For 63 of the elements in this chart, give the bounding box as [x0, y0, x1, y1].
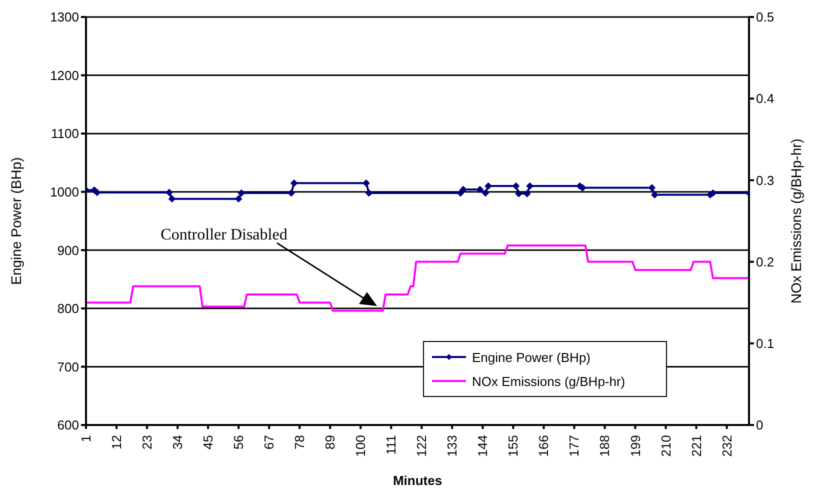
point [524, 190, 531, 198]
x-tick-label: 89 [322, 435, 338, 450]
point [238, 190, 245, 197]
point [362, 180, 370, 187]
x-tick-label: 67 [262, 435, 277, 450]
y2-tick-label: 0 [756, 418, 764, 433]
annotation: Controller Disabled [160, 226, 288, 244]
x-tick-label: 1 [78, 435, 94, 442]
x-tick-label: 12 [109, 435, 124, 450]
x-tick-label: 23 [140, 435, 155, 450]
y-tick-label: 1200 [50, 68, 79, 83]
legend-label: Engine Power (BHp) [472, 350, 590, 364]
y2-tick-label: 0.4 [756, 91, 774, 106]
x-tick-label: 188 [597, 435, 612, 457]
legend-label: NOx Emissions (g/BHp-hr) [472, 374, 626, 388]
point [482, 190, 489, 197]
x-tick-label: 199 [628, 435, 643, 457]
y2-tick-label: 0.1 [756, 336, 774, 352]
y-tick-label: 800 [57, 301, 79, 316]
y-tick-label: 1000 [50, 184, 79, 200]
x-tick-label: 45 [200, 435, 216, 450]
x-tick-label: 78 [292, 435, 308, 450]
y2-tick-label: 0.5 [756, 10, 774, 25]
y-tick-label: 900 [57, 242, 79, 258]
point [484, 182, 492, 190]
point [94, 188, 101, 196]
point [526, 182, 534, 190]
point [290, 180, 298, 187]
point [476, 186, 484, 194]
y-tick-label: 1100 [51, 126, 79, 142]
y-tick-label: 600 [57, 418, 79, 433]
x-tick-label: 155 [506, 435, 521, 457]
point [512, 182, 520, 190]
point [166, 188, 173, 196]
x-tick-label: 221 [688, 435, 704, 457]
point [168, 195, 176, 202]
y-tick-label: 700 [57, 359, 79, 374]
y2-axis-title: NOx Emissions (g/BHp-hr) [788, 138, 804, 304]
y2-tick-label: 0.3 [756, 172, 774, 188]
point [288, 190, 295, 197]
point [365, 190, 372, 197]
point [579, 184, 586, 192]
x-tick-label: 133 [444, 435, 460, 457]
y2-tick-label: 0.2 [756, 254, 774, 270]
x-tick-label: 122 [414, 435, 430, 457]
point [457, 190, 464, 197]
x-tick-label: 144 [475, 435, 490, 457]
x-tick-label: 177 [566, 435, 582, 457]
x-tick-label: 111 [384, 435, 399, 455]
point [651, 191, 658, 198]
point [515, 190, 522, 198]
y-tick-label: 1300 [50, 10, 79, 25]
x-tick-label: 232 [719, 435, 734, 457]
x-tick-label: 166 [536, 435, 552, 457]
x-tick-label: 34 [170, 435, 186, 450]
x-tick-label: 56 [231, 435, 246, 450]
point [648, 184, 656, 192]
point [235, 195, 242, 202]
point [460, 186, 467, 194]
x-tick-label: 210 [658, 435, 674, 457]
x-tick-label: 100 [353, 435, 368, 457]
x-axis-title: Minutes [392, 473, 442, 488]
y-axis-title: Engine Power (BHp) [8, 157, 24, 285]
